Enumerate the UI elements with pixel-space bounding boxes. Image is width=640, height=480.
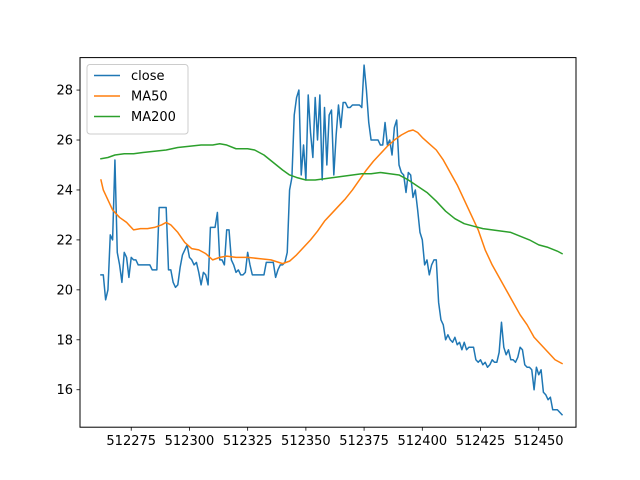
y-tick-label: 18	[56, 333, 73, 348]
x-tick-label: 512300	[165, 434, 215, 449]
plot-area	[100, 64, 564, 416]
x-tick-label: 512325	[223, 434, 273, 449]
y-tick-label: 28	[56, 84, 73, 99]
series-line-ma50	[100, 129, 564, 365]
y-tick-label: 26	[56, 134, 73, 149]
legend-label-close: close	[131, 69, 164, 84]
y-tick-label: 20	[56, 283, 73, 298]
x-tick-label: 512375	[339, 434, 389, 449]
y-tick-label: 22	[56, 233, 73, 248]
legend-label-ma200: MA200	[131, 110, 176, 125]
x-axis: 512275 512300 512325 512350 512375 512400 5124…	[106, 427, 564, 449]
x-tick-label: 512350	[281, 434, 331, 449]
legend: close MA50 MA200	[86, 64, 189, 135]
x-tick-label: 512275	[106, 434, 156, 449]
x-tick-label: 512425	[456, 434, 506, 449]
series-line-close	[100, 64, 564, 416]
y-axis: 16 18 20 22 24 26 28	[56, 84, 80, 398]
y-tick-label: 16	[56, 383, 73, 398]
y-tick-label: 24	[56, 183, 73, 198]
legend-label-ma50: MA50	[131, 90, 168, 105]
axes-frame	[79, 57, 577, 428]
x-tick-label: 512450	[514, 434, 564, 449]
series-line-ma200	[100, 143, 564, 255]
x-tick-label: 512400	[397, 434, 447, 449]
